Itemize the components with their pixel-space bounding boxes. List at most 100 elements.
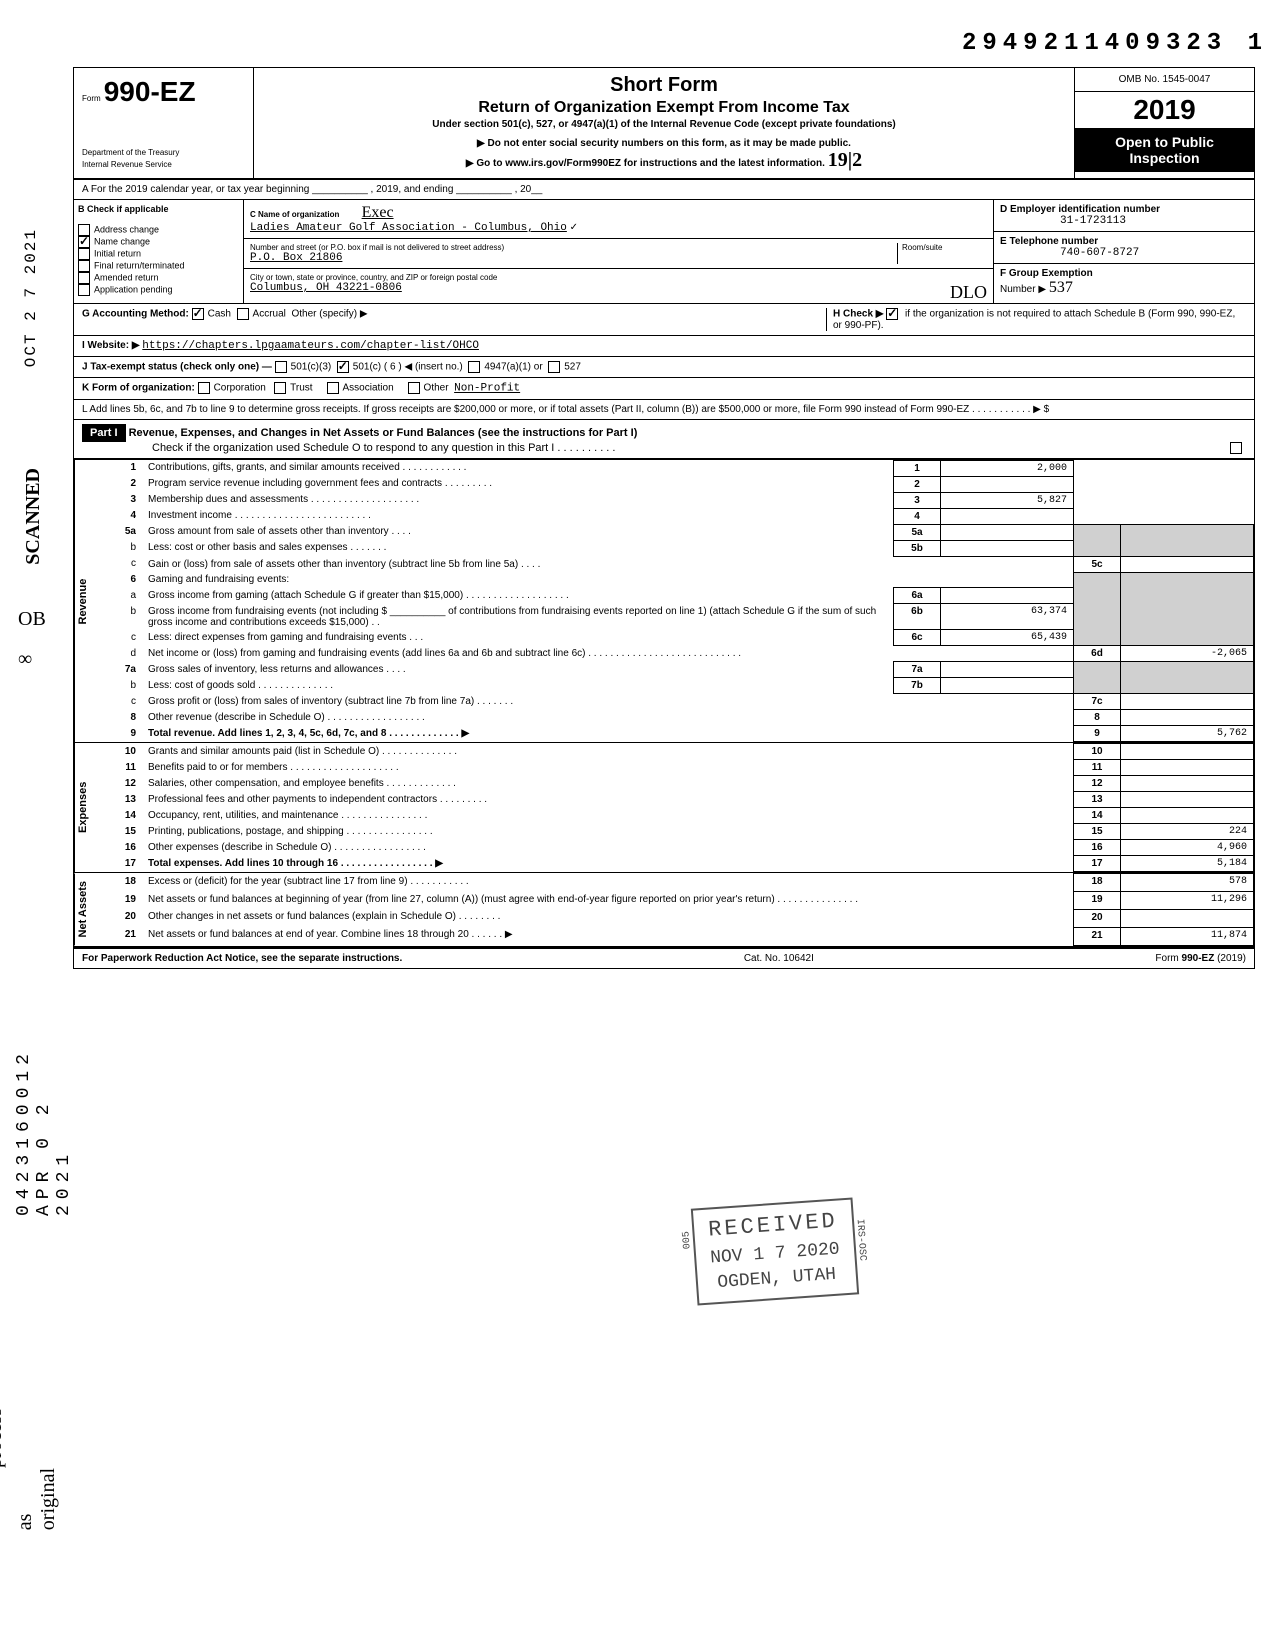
line12-desc: Salaries, other compensation, and employ… (142, 776, 1074, 792)
line6d-box: 6d (1074, 646, 1121, 662)
line6a-val (941, 588, 1074, 604)
line7b-val (941, 678, 1074, 694)
chk-501c[interactable] (337, 361, 349, 373)
line15-desc: Printing, publications, postage, and shi… (142, 824, 1074, 840)
line4-box: 4 (894, 508, 941, 524)
line6c-box: 6c (894, 630, 941, 646)
handwriting-process: process (0, 1408, 7, 1468)
footer-mid: Cat. No. 10642I (744, 953, 814, 964)
stamp-date-vertical-1: OCT 2 7 2021 (22, 228, 40, 367)
header-right: OMB No. 1545-0047 20201919 Open to Publi… (1074, 68, 1254, 178)
line18-box: 18 (1074, 874, 1121, 892)
line3-val: 5,827 (941, 492, 1074, 508)
form-prefix: Form (82, 94, 101, 103)
lbl-final-return: Final return/terminated (94, 260, 185, 270)
lbl-527: 527 (564, 362, 581, 373)
line19-desc: Net assets or fund balances at beginning… (142, 892, 1074, 910)
line5a-desc: Gross amount from sale of assets other t… (148, 526, 411, 537)
line3-desc: Membership dues and assessments . . . . … (142, 492, 894, 508)
row-h: H Check ▶ if the organization is not req… (826, 308, 1246, 331)
chk-cash[interactable] (192, 308, 204, 320)
chk-amended-return[interactable] (78, 272, 90, 284)
line17-box: 17 (1074, 856, 1121, 872)
lbl-501c: 501(c) ( 6 ) ◀ (insert no.) (353, 362, 463, 373)
line13-val (1121, 792, 1254, 808)
part1-badge: Part I (82, 424, 126, 442)
line5c-box: 5c (1074, 556, 1121, 572)
ein-value: 31-1723113 (1000, 215, 1126, 227)
chk-4947[interactable] (468, 361, 480, 373)
chk-501c3[interactable] (275, 361, 287, 373)
line19-val: 11,296 (1121, 892, 1254, 910)
line7b-box: 7b (894, 678, 941, 694)
line6c-val: 65,439 (941, 630, 1074, 646)
barcode-number: 2949211409323 1 (20, 20, 1288, 67)
line5b-val (941, 540, 1074, 556)
line15-val: 224 (1121, 824, 1254, 840)
line6c-desc: Less: direct expenses from gaming and fu… (142, 630, 894, 646)
line17-desc: Total expenses. Add lines 10 through 16 … (148, 858, 443, 869)
header-center: Short Form Return of Organization Exempt… (254, 68, 1074, 178)
line4-desc: Investment income . . . . . . . . . . . … (142, 508, 894, 524)
line9-val: 5,762 (1121, 726, 1254, 742)
section-e-label: E Telephone number (1000, 236, 1098, 247)
line3-box: 3 (894, 492, 941, 508)
chk-accrual[interactable] (237, 308, 249, 320)
chk-schedule-b[interactable] (886, 308, 898, 320)
dept-treasury: Department of the Treasury (82, 148, 179, 157)
row-a-calendar-year: A For the 2019 calendar year, or tax yea… (74, 180, 1254, 200)
side-label-revenue: Revenue (74, 460, 100, 743)
subtitle-section: Under section 501(c), 527, or 4947(a)(1)… (260, 119, 1068, 130)
lbl-4947: 4947(a)(1) or (484, 362, 542, 373)
line11-box: 11 (1074, 760, 1121, 776)
part1-title: Revenue, Expenses, and Changes in Net As… (129, 427, 638, 439)
addr-label: Number and street (or P.O. box if mail i… (250, 243, 897, 252)
section-bcdef: B Check if applicable Address change Nam… (74, 200, 1254, 304)
line14-val (1121, 808, 1254, 824)
row-g: G Accounting Method: Cash Accrual Other … (82, 308, 826, 331)
chk-final-return[interactable] (78, 260, 90, 272)
lbl-assoc: Association (343, 383, 394, 394)
line21-box: 21 (1074, 927, 1121, 945)
chk-trust[interactable] (274, 382, 286, 394)
chk-assoc[interactable] (327, 382, 339, 394)
chk-corp[interactable] (198, 382, 210, 394)
chk-name-change[interactable] (78, 236, 90, 248)
line6b-val: 63,374 (941, 604, 1074, 630)
line13-desc: Professional fees and other payments to … (142, 792, 1074, 808)
line19-box: 19 (1074, 892, 1121, 910)
lbl-amended-return: Amended return (94, 272, 159, 282)
line5b-box: 5b (894, 540, 941, 556)
chk-schedule-o-part1[interactable] (1230, 442, 1242, 454)
revenue-section: Revenue 1Contributions, gifts, grants, a… (74, 459, 1254, 743)
group-exemption-value: 537 (1049, 279, 1073, 296)
lbl-cash: Cash (208, 309, 231, 320)
chk-527[interactable] (548, 361, 560, 373)
line5a-val (941, 524, 1074, 540)
handwriting-ob: OB (18, 608, 46, 631)
chk-application-pending[interactable] (78, 284, 90, 296)
section-c-label: C Name of organization (250, 210, 339, 219)
line7a-val (941, 662, 1074, 678)
row-i-label: I Website: ▶ (82, 340, 140, 351)
line8-desc: Other revenue (describe in Schedule O) .… (142, 710, 1074, 726)
section-f-label: F Group Exemption (1000, 268, 1093, 279)
revenue-table: 1Contributions, gifts, grants, and simil… (100, 460, 1254, 743)
line20-val (1121, 909, 1254, 927)
org-address: P.O. Box 21806 (250, 252, 342, 264)
line6d-val: -2,065 (1121, 646, 1254, 662)
stamp-date-vertical-2: 0423160012 APR 0 2 2021 (14, 1048, 74, 1216)
chk-initial-return[interactable] (78, 248, 90, 260)
form-number: 990-EZ (104, 76, 196, 107)
part1-checknote: Check if the organization used Schedule … (82, 442, 615, 454)
chk-other-org[interactable] (408, 382, 420, 394)
expenses-section: Expenses 10Grants and similar amounts pa… (74, 742, 1254, 872)
row-j-label: J Tax-exempt status (check only one) — (82, 362, 272, 373)
line2-box: 2 (894, 476, 941, 492)
line2-desc: Program service revenue including govern… (142, 476, 894, 492)
tax-year: 20201919 (1075, 92, 1254, 128)
part1-header-row: Part I Revenue, Expenses, and Changes in… (74, 420, 1254, 459)
org-name: Ladies Amateur Golf Association - Columb… (250, 222, 567, 234)
row-h-label: H Check ▶ (833, 309, 883, 320)
line6a-box: 6a (894, 588, 941, 604)
